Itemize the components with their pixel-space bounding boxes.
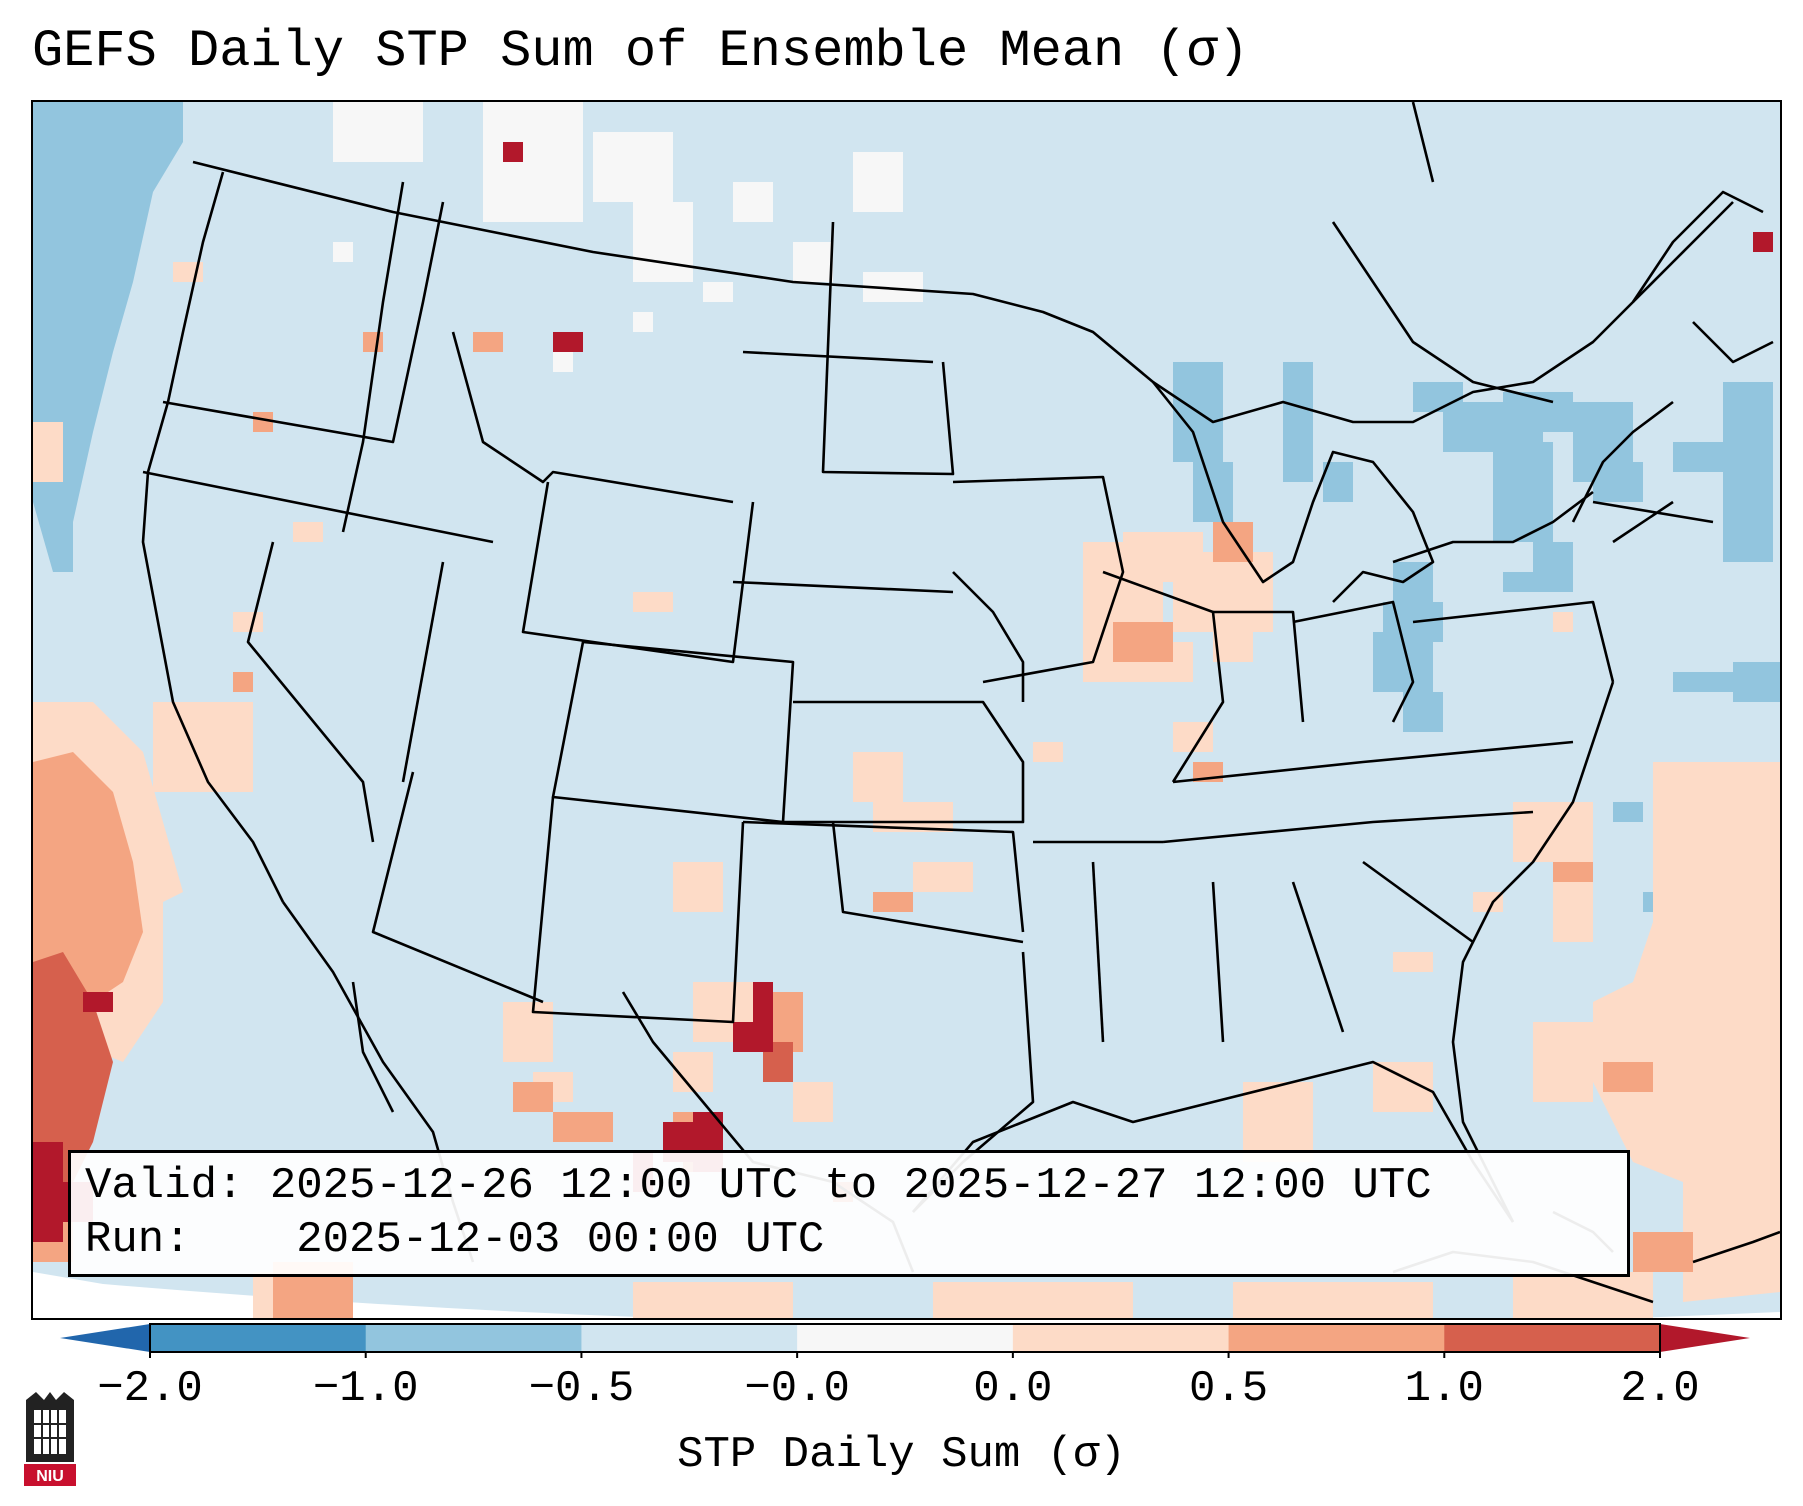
niu-logo-text: NIU <box>36 1468 64 1485</box>
valid-line: Valid: 2025-12-26 12:00 UTC to 2025-12-2… <box>85 1161 1432 1211</box>
colorbar-tick-label: −0.0 <box>744 1364 850 1414</box>
colorbar-tick-label: 0.0 <box>973 1364 1053 1414</box>
colorbar-tick-label: −1.0 <box>312 1364 419 1414</box>
colorbar-tick-label: 2.0 <box>1620 1364 1700 1414</box>
field-cells-white <box>333 102 923 372</box>
colorbar-tick-label: −2.0 <box>97 1364 203 1414</box>
colorbar-segment <box>1012 1324 1230 1352</box>
colorbar-segments <box>150 1324 1661 1352</box>
colorbar-tick-label: −0.5 <box>528 1364 635 1414</box>
map-svg <box>33 102 1780 1318</box>
field-cells-blue <box>33 102 1780 912</box>
colorbar-over-extend <box>1660 1324 1750 1352</box>
colorbar-tick-label: 1.0 <box>1404 1364 1484 1414</box>
colorbar-segment <box>797 1324 1014 1352</box>
map-field <box>33 102 1780 1318</box>
field-cells-darkred <box>33 142 1773 1242</box>
colorbar-segment <box>150 1324 367 1352</box>
colorbar-segment <box>1228 1324 1445 1352</box>
colorbar-segment <box>1444 1324 1661 1352</box>
colorbar-ticks <box>149 1352 1661 1358</box>
niu-logo-icon: NIU <box>24 1392 76 1486</box>
colorbar <box>60 1323 1750 1358</box>
run-time: 2025-12-03 00:00 UTC <box>296 1215 825 1265</box>
run-line: Run: 2025-12-03 00:00 UTC <box>85 1215 824 1265</box>
run-label: Run: <box>85 1215 191 1265</box>
chart-title: GEFS Daily STP Sum of Ensemble Mean (σ) <box>32 22 1249 81</box>
map-panel <box>31 100 1782 1320</box>
valid-range: 2025-12-26 12:00 UTC to 2025-12-27 12:00… <box>269 1161 1432 1211</box>
colorbar-segment <box>581 1324 798 1352</box>
colorbar-tick-label: 0.5 <box>1188 1364 1269 1414</box>
colorbar-label: STP Daily Sum (σ) <box>677 1430 1126 1480</box>
colorbar-under-extend <box>60 1324 150 1352</box>
valid-label: Valid: <box>85 1161 244 1211</box>
colorbar-segment <box>365 1324 582 1352</box>
validity-info-box: Valid: 2025-12-26 12:00 UTC to 2025-12-2… <box>68 1150 1630 1277</box>
